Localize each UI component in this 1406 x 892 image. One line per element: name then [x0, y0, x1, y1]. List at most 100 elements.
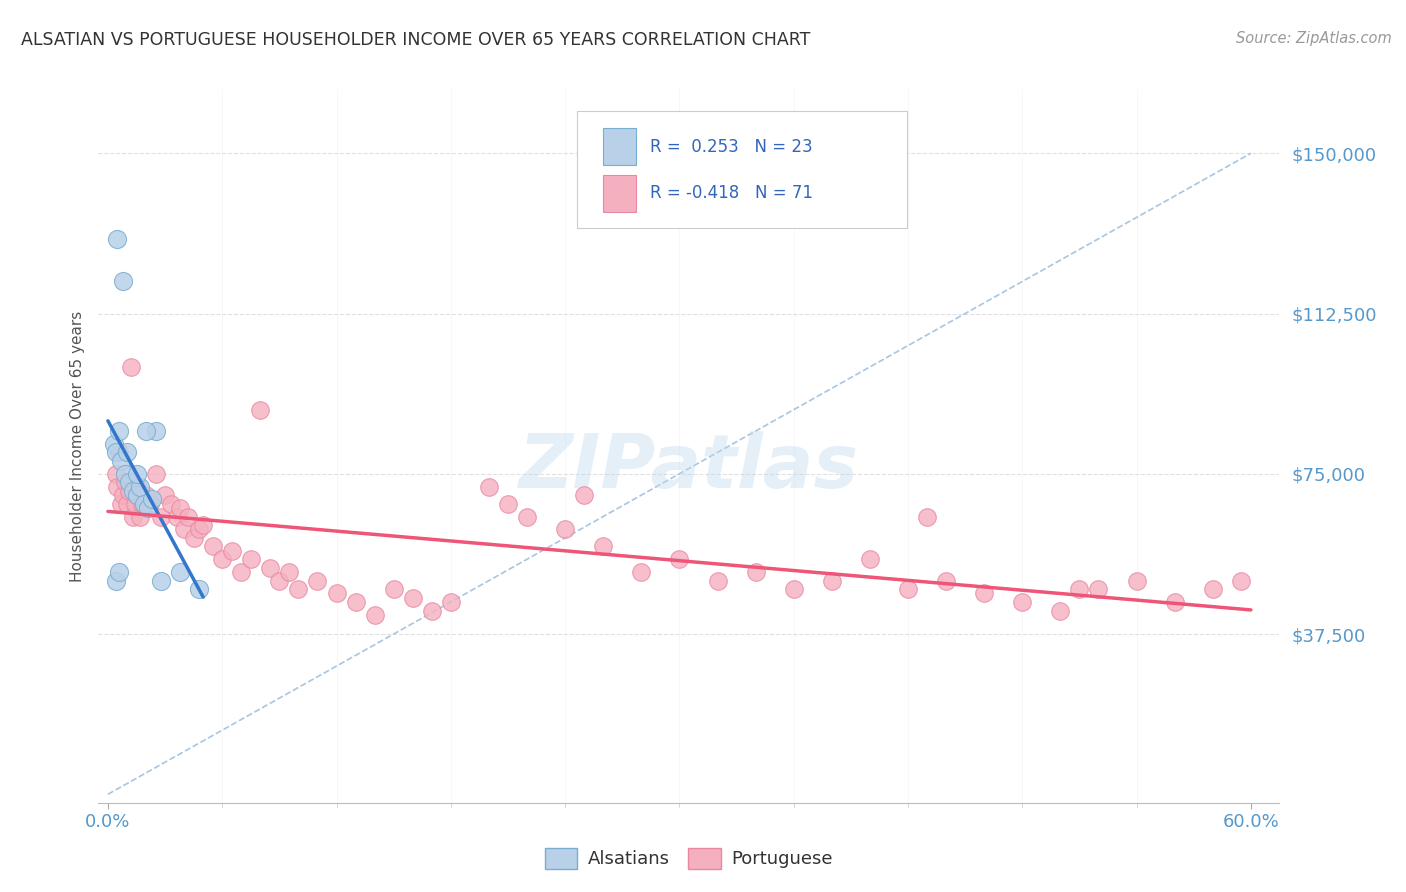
- Point: [124, 497, 146, 511]
- Point: [183, 531, 205, 545]
- Point: [159, 497, 181, 511]
- Point: [108, 445, 131, 459]
- Point: [145, 467, 167, 481]
- Point: [1087, 582, 1109, 596]
- Point: [188, 582, 211, 596]
- Point: [201, 540, 224, 554]
- Point: [440, 595, 463, 609]
- Point: [516, 509, 538, 524]
- Point: [173, 522, 195, 536]
- FancyBboxPatch shape: [603, 175, 636, 211]
- Point: [177, 509, 200, 524]
- Point: [112, 275, 135, 289]
- Point: [706, 574, 728, 588]
- Point: [193, 518, 215, 533]
- Point: [496, 497, 519, 511]
- Point: [211, 552, 233, 566]
- Point: [153, 488, 176, 502]
- Point: [259, 561, 281, 575]
- Point: [145, 424, 167, 438]
- Point: [269, 574, 291, 588]
- Point: [1049, 603, 1071, 617]
- Point: [169, 565, 191, 579]
- Point: [1163, 595, 1185, 609]
- Point: [114, 467, 136, 481]
- Point: [859, 552, 882, 566]
- Point: [120, 359, 142, 374]
- Point: [125, 488, 148, 502]
- Point: [744, 565, 766, 579]
- Point: [897, 582, 920, 596]
- Point: [973, 586, 995, 600]
- Point: [277, 565, 299, 579]
- Text: ZIPatlas: ZIPatlas: [519, 431, 859, 504]
- Point: [121, 483, 143, 498]
- Point: [104, 445, 127, 459]
- Point: [363, 607, 385, 622]
- Point: [307, 574, 329, 588]
- Point: [382, 582, 405, 596]
- Point: [127, 480, 149, 494]
- Point: [118, 475, 141, 490]
- Text: Source: ZipAtlas.com: Source: ZipAtlas.com: [1236, 31, 1392, 46]
- Point: [135, 488, 157, 502]
- Point: [150, 574, 173, 588]
- FancyBboxPatch shape: [603, 128, 636, 165]
- Point: [344, 595, 367, 609]
- Point: [118, 483, 141, 498]
- Point: [150, 509, 173, 524]
- Point: [115, 445, 138, 459]
- Point: [129, 509, 152, 524]
- Point: [231, 565, 253, 579]
- Point: [169, 500, 191, 515]
- Point: [129, 480, 152, 494]
- Point: [221, 543, 243, 558]
- Point: [125, 467, 148, 481]
- Point: [134, 497, 156, 511]
- Point: [131, 497, 153, 511]
- Point: [572, 488, 595, 502]
- Point: [821, 574, 844, 588]
- Point: [554, 522, 576, 536]
- Point: [166, 509, 188, 524]
- Point: [478, 480, 501, 494]
- Point: [249, 402, 271, 417]
- Point: [104, 574, 127, 588]
- Point: [915, 509, 938, 524]
- Point: [110, 454, 132, 468]
- Point: [420, 603, 443, 617]
- Point: [125, 488, 148, 502]
- Point: [592, 540, 614, 554]
- Text: R =  0.253   N = 23: R = 0.253 N = 23: [650, 137, 813, 156]
- Point: [783, 582, 806, 596]
- Point: [110, 497, 132, 511]
- Legend: Alsatians, Portuguese: Alsatians, Portuguese: [537, 840, 841, 876]
- Point: [188, 522, 211, 536]
- Point: [135, 424, 157, 438]
- Point: [114, 475, 136, 490]
- Point: [287, 582, 309, 596]
- Point: [108, 565, 131, 579]
- Point: [668, 552, 690, 566]
- Point: [1230, 574, 1253, 588]
- Text: ALSATIAN VS PORTUGUESE HOUSEHOLDER INCOME OVER 65 YEARS CORRELATION CHART: ALSATIAN VS PORTUGUESE HOUSEHOLDER INCOM…: [21, 31, 810, 49]
- Point: [630, 565, 652, 579]
- Point: [1069, 582, 1091, 596]
- Point: [325, 586, 347, 600]
- Point: [115, 497, 138, 511]
- Point: [121, 509, 143, 524]
- Point: [1125, 574, 1147, 588]
- Point: [136, 500, 159, 515]
- Point: [108, 424, 131, 438]
- Point: [1011, 595, 1033, 609]
- Point: [104, 467, 127, 481]
- FancyBboxPatch shape: [576, 111, 907, 228]
- Point: [107, 232, 129, 246]
- Point: [239, 552, 262, 566]
- Point: [103, 437, 125, 451]
- Point: [139, 497, 162, 511]
- Point: [402, 591, 425, 605]
- Point: [141, 492, 163, 507]
- Y-axis label: Householder Income Over 65 years: Householder Income Over 65 years: [69, 310, 84, 582]
- Point: [1202, 582, 1225, 596]
